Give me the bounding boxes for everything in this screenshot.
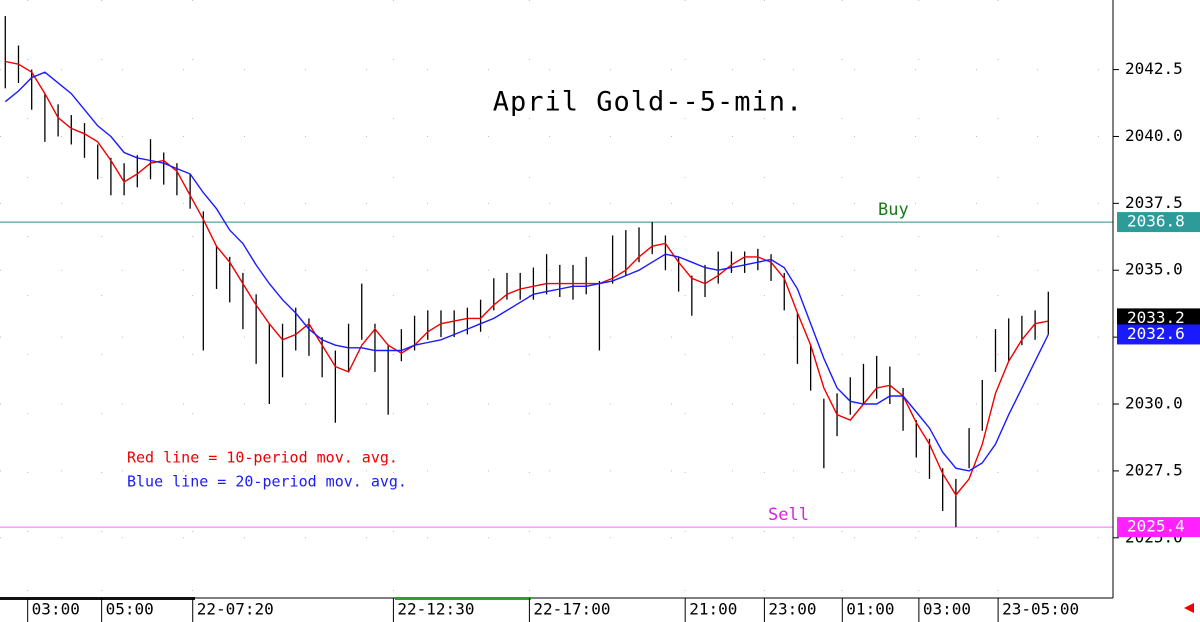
axes: 2025.02027.52030.02032.52035.02037.52040… bbox=[27, 59, 1200, 622]
y-tick-label: 2040.0 bbox=[1125, 126, 1183, 145]
moving-average-line bbox=[4, 71, 1049, 472]
y-tick-label: 2042.5 bbox=[1125, 59, 1183, 78]
x-tick-label: 23:00 bbox=[768, 600, 816, 619]
level-label: Sell bbox=[768, 505, 809, 525]
y-tick-label: 2030.0 bbox=[1125, 394, 1183, 413]
y-tick-label: 2037.5 bbox=[1125, 193, 1183, 212]
y-tick-label: 2035.0 bbox=[1125, 260, 1183, 279]
price-bars bbox=[4, 16, 1049, 528]
y-tick-label: 2027.5 bbox=[1125, 460, 1183, 479]
price-box-label: 2032.6 bbox=[1127, 324, 1185, 343]
scroll-arrow[interactable] bbox=[1184, 603, 1194, 613]
price-box bbox=[1117, 212, 1200, 233]
x-tick-label: 03:00 bbox=[923, 600, 971, 619]
x-tick-label: 22-07:20 bbox=[197, 600, 274, 619]
x-tick-label: 01:00 bbox=[846, 600, 894, 619]
price-box-label: 2033.2 bbox=[1127, 308, 1185, 327]
x-tick-label: 03:00 bbox=[32, 600, 80, 619]
levels bbox=[0, 221, 1113, 528]
price-box-label: 2036.8 bbox=[1127, 212, 1185, 231]
session-bar bbox=[395, 597, 531, 600]
moving-average-line bbox=[5, 60, 1049, 497]
x-tick-label: 23-05:00 bbox=[1002, 600, 1079, 619]
level-label: Buy bbox=[878, 200, 909, 220]
session-bar bbox=[0, 597, 195, 600]
x-tick-label: 22-12:30 bbox=[397, 600, 474, 619]
price-box bbox=[1117, 308, 1200, 329]
x-tick-label: 05:00 bbox=[106, 600, 154, 619]
price-box-label: 2025.4 bbox=[1127, 517, 1185, 536]
price-box bbox=[1117, 517, 1200, 538]
x-tick-label: 22-17:00 bbox=[533, 600, 610, 619]
x-tick-label: 21:00 bbox=[689, 600, 737, 619]
legend-text: Red line = 10-period mov. avg. bbox=[127, 449, 398, 467]
chart-title: April Gold--5-min. bbox=[493, 87, 804, 118]
price-box bbox=[1117, 324, 1200, 345]
moving-averages bbox=[4, 60, 1049, 497]
legend-text: Blue line = 20-period mov. avg. bbox=[127, 473, 407, 491]
